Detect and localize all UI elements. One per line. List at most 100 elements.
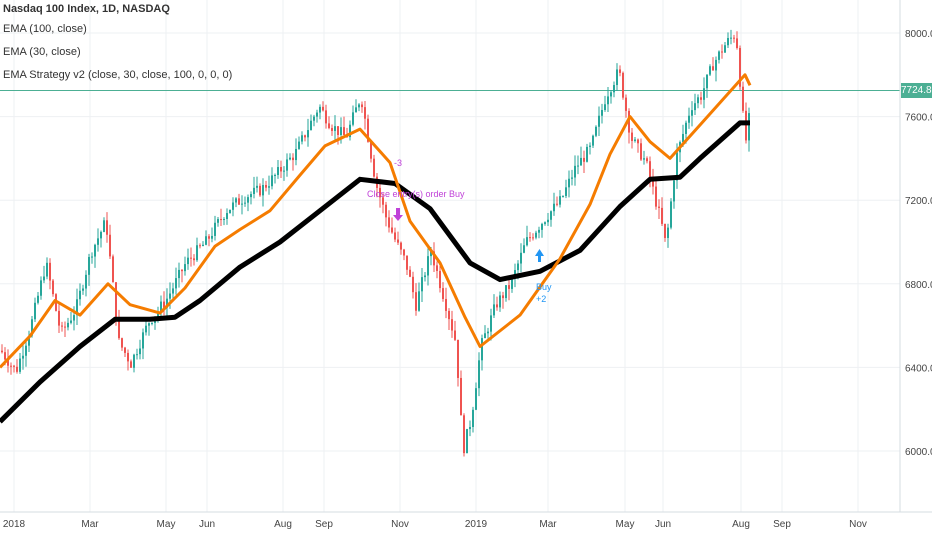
legend-strategy[interactable]: EMA Strategy v2 (close, 30, close, 100, …: [3, 69, 233, 81]
candle-body: [70, 320, 72, 323]
candle-body: [601, 109, 603, 116]
candle-body: [235, 198, 237, 203]
candle-body: [238, 198, 240, 205]
last-price-badge: 7724.83: [901, 82, 932, 98]
candle-body: [544, 222, 546, 224]
candle-body: [262, 184, 264, 196]
x-axis[interactable]: 2018 Mar May Jun Aug Sep Nov 2019 Mar May Jun Aug Se…: [3, 519, 867, 530]
candle-body: [442, 288, 444, 299]
y-tick-label: 7600.00: [905, 113, 932, 124]
x-tick-label: Sep: [773, 519, 791, 530]
candle-body: [193, 258, 195, 261]
candle-body: [730, 37, 732, 39]
candle-body: [181, 269, 183, 272]
candle-body: [175, 278, 177, 289]
candle-body: [703, 88, 705, 100]
candle-body: [721, 51, 723, 53]
candle-body: [61, 325, 63, 327]
candle-body: [46, 262, 48, 277]
candle-body: [409, 269, 411, 277]
candle-body: [565, 187, 567, 196]
candle-body: [355, 107, 357, 113]
candle-body: [748, 113, 750, 141]
candle-body: [460, 377, 462, 416]
candle-body: [49, 262, 51, 281]
candle-body: [121, 338, 123, 348]
candle-body: [301, 135, 303, 142]
candle-body: [10, 365, 12, 367]
candle-body: [568, 178, 570, 188]
candle-body: [142, 332, 144, 349]
sell-signal: -3 Close entry(s) order Buy: [367, 158, 465, 221]
candle-body: [247, 197, 249, 203]
candle-body: [202, 244, 204, 247]
candle-body: [379, 187, 381, 198]
candle-body: [361, 104, 363, 108]
candle-body: [658, 206, 660, 208]
candle-body: [100, 231, 102, 239]
candle-body: [553, 203, 555, 212]
candle-body: [334, 126, 336, 131]
candle-body: [265, 184, 267, 188]
candle-body: [439, 270, 441, 289]
candle-body: [76, 299, 78, 316]
candle-body: [622, 72, 624, 98]
candle-body: [526, 237, 528, 246]
chart-title: Nasdaq 100 Index, 1D, NASDAQ: [3, 3, 170, 15]
candle-body: [340, 127, 342, 135]
candle-body: [280, 167, 282, 172]
candle-body: [73, 315, 75, 321]
candle-body: [685, 122, 687, 134]
candle-body: [736, 38, 738, 48]
candle-body: [427, 256, 429, 276]
candle-body: [619, 69, 621, 73]
y-tick-label: 6000.00: [905, 447, 932, 458]
candle-body: [277, 167, 279, 176]
candle-body: [211, 235, 213, 239]
candle-body: [706, 74, 708, 89]
buy-qty-label: +2: [536, 294, 546, 304]
candle-body: [535, 232, 537, 238]
candle-body: [136, 354, 138, 356]
candle-body: [511, 277, 513, 289]
candle-body: [628, 110, 630, 133]
candle-body: [421, 277, 423, 292]
candle-body: [184, 264, 186, 272]
candle-body: [727, 38, 729, 46]
candle-body: [394, 232, 396, 240]
candle-body: [451, 319, 453, 331]
candle-body: [604, 104, 606, 110]
candle-body: [259, 185, 261, 196]
candle-body: [520, 252, 522, 264]
candle-body: [505, 285, 507, 299]
candle-body: [268, 186, 270, 188]
candle-body: [457, 339, 459, 378]
candle-body: [1, 350, 3, 353]
x-tick-label: 2018: [3, 519, 26, 530]
candle-body: [316, 112, 318, 117]
candle-body: [673, 180, 675, 202]
candle-body: [475, 388, 477, 410]
x-tick-label: Mar: [539, 519, 557, 530]
sell-qty-label: -3: [394, 158, 402, 168]
legend-ema-30[interactable]: EMA (30, close): [3, 46, 81, 58]
candle-body: [406, 255, 408, 270]
legend-ema-100[interactable]: EMA (100, close): [3, 23, 87, 35]
candle-body: [199, 245, 201, 247]
candle-body: [388, 217, 390, 228]
candle-body: [445, 298, 447, 311]
candle-body: [166, 298, 168, 308]
candle-body: [592, 135, 594, 146]
x-tick-label: May: [157, 519, 176, 530]
y-axis[interactable]: 8000.00 7600.00 7200.00 6800.00 6400.00 6000.…: [905, 29, 932, 458]
candle-body: [163, 301, 165, 308]
candle-body: [490, 315, 492, 332]
candle-body: [172, 288, 174, 294]
y-tick-label: 7200.00: [905, 196, 932, 207]
candle-body: [7, 359, 9, 366]
candle-body: [625, 97, 627, 111]
candle-body: [325, 110, 327, 124]
candle-body: [412, 276, 414, 293]
x-tick-label: Aug: [732, 519, 750, 530]
